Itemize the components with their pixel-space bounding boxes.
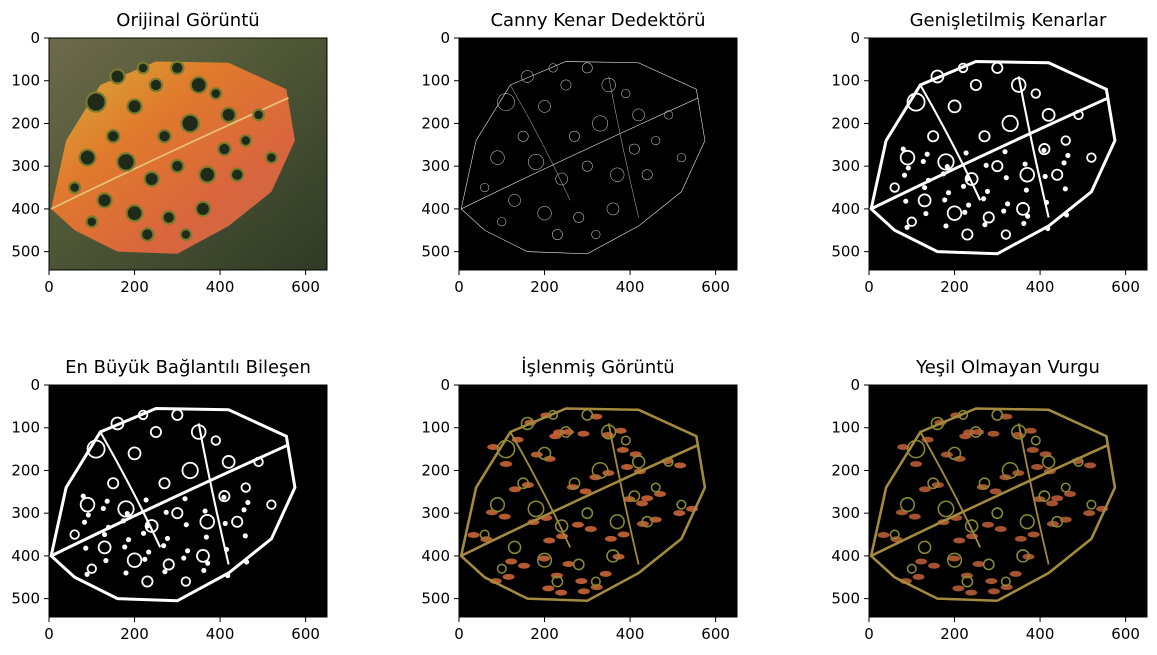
y-tick-label: 100 [421,72,450,90]
x-tick-label: 600 [291,625,320,643]
x-tick-label: 200 [120,625,149,643]
x-tick-label: 600 [1111,625,1140,643]
largest-connected-component [49,385,327,617]
y-tick-label: 500 [11,590,40,608]
processed-leaf [459,385,737,617]
y-tick-label: 200 [11,114,40,132]
x-tick-label: 0 [44,625,54,643]
x-tick-label: 400 [206,625,235,643]
y-tick-label: 500 [421,243,450,261]
panel-5: İşlenmiş Görüntü 0 200 400 600 0 100 200 300 400 5… [421,357,737,643]
x-tick-label: 0 [44,278,54,296]
panel-title: En Büyük Bağlantılı Bileşen [65,357,311,378]
y-tick-label: 200 [11,461,40,479]
y-tick-label: 300 [421,504,450,522]
dilated-edge-map [869,38,1147,270]
y-tick-label: 0 [440,29,450,47]
y-tick-label: 100 [11,72,40,90]
y-tick-label: 400 [11,200,40,218]
panel-3: Genişletilmiş Kenarlar 0 200 400 600 0 100 200 3… [831,10,1147,296]
canny-edge-map [459,38,737,270]
y-tick-label: 0 [30,376,40,394]
y-tick-label: 300 [831,504,860,522]
y-tick-label: 300 [421,157,450,175]
y-tick-label: 400 [421,200,450,218]
x-tick-label: 0 [864,625,874,643]
y-tick-label: 200 [421,461,450,479]
x-tick-label: 600 [291,278,320,296]
panel-2: Canny Kenar Dedektörü 0 200 400 600 0 100 200 30… [421,10,737,296]
y-tick-label: 0 [850,376,860,394]
y-tick-label: 200 [831,461,860,479]
panel-title: Canny Kenar Dedektörü [490,10,705,31]
y-tick-label: 500 [831,243,860,261]
y-tick-label: 0 [850,29,860,47]
y-tick-label: 100 [831,72,860,90]
original-leaf-photo [49,38,327,270]
y-tick-label: 100 [831,419,860,437]
x-tick-label: 400 [1026,625,1055,643]
y-tick-label: 100 [421,419,450,437]
x-tick-label: 200 [530,278,559,296]
x-tick-label: 0 [864,278,874,296]
y-tick-label: 300 [11,157,40,175]
y-tick-label: 500 [421,590,450,608]
y-tick-label: 400 [831,200,860,218]
y-tick-label: 500 [11,243,40,261]
panel-title: Genişletilmiş Kenarlar [910,10,1107,31]
x-tick-label: 400 [1026,278,1055,296]
x-tick-label: 200 [940,625,969,643]
x-tick-label: 400 [616,278,645,296]
y-tick-label: 400 [421,547,450,565]
y-tick-label: 0 [440,376,450,394]
panel-6: Yeşil Olmayan Vurgu 0 200 400 600 0 100 200 300 4… [831,357,1147,643]
x-tick-label: 600 [1111,278,1140,296]
x-tick-label: 200 [120,278,149,296]
panel-title: İşlenmiş Görüntü [521,357,674,378]
y-tick-label: 500 [831,590,860,608]
panel-4: En Büyük Bağlantılı Bileşen 0 200 400 600 0 10… [11,357,327,643]
y-tick-label: 200 [421,114,450,132]
x-tick-label: 0 [454,625,464,643]
x-tick-label: 200 [530,625,559,643]
y-tick-label: 200 [831,114,860,132]
y-tick-label: 300 [831,157,860,175]
panel-title: Orijinal Görüntü [116,10,259,31]
x-tick-label: 400 [206,278,235,296]
y-tick-label: 300 [11,504,40,522]
x-tick-label: 400 [616,625,645,643]
x-tick-label: 0 [454,278,464,296]
panel-title: Yeşil Olmayan Vurgu [915,357,1100,378]
x-tick-label: 200 [940,278,969,296]
y-tick-label: 400 [11,547,40,565]
y-tick-label: 400 [831,547,860,565]
y-tick-label: 100 [11,419,40,437]
x-tick-label: 600 [701,278,730,296]
x-tick-label: 600 [701,625,730,643]
non-green-highlight [869,385,1147,617]
y-tick-label: 0 [30,29,40,47]
panel-1: Orijinal Görüntü 0 200 400 600 0 100 200 300 400 5… [11,10,327,296]
